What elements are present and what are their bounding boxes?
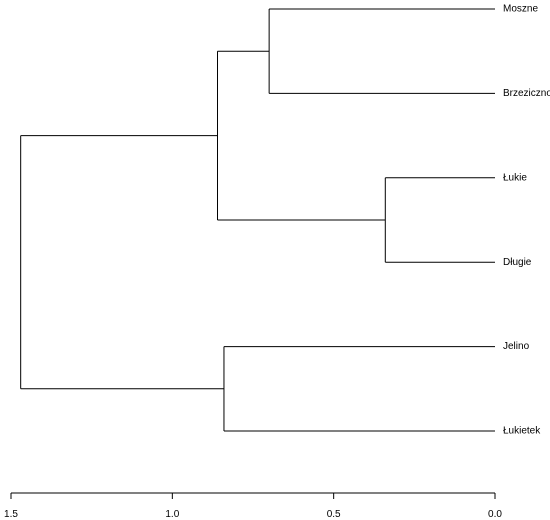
x-axis-tick-label: 1.5 <box>4 509 18 520</box>
leaf-label: Moszne <box>503 4 538 15</box>
x-axis-tick-label: 1.0 <box>165 509 179 520</box>
leaf-label: Łukietek <box>503 426 541 437</box>
x-axis: 1.5 1.0 0.5 0.0 <box>4 492 502 520</box>
leaf-labels: Moszne Brzeziczno Łukie Długie Jelino Łukiete… <box>503 4 550 437</box>
x-axis-ticks: 1.5 1.0 0.5 0.0 <box>4 493 502 520</box>
leaf-label: Długie <box>503 257 532 268</box>
x-axis-tick-label: 0.0 <box>488 509 502 520</box>
leaf-label: Brzeziczno <box>503 88 550 99</box>
x-axis-tick-label: 0.5 <box>327 509 341 520</box>
leaf-label: Jelino <box>503 341 530 352</box>
leaf-label: Łukie <box>503 172 527 183</box>
dendrogram-links <box>20 8 495 432</box>
